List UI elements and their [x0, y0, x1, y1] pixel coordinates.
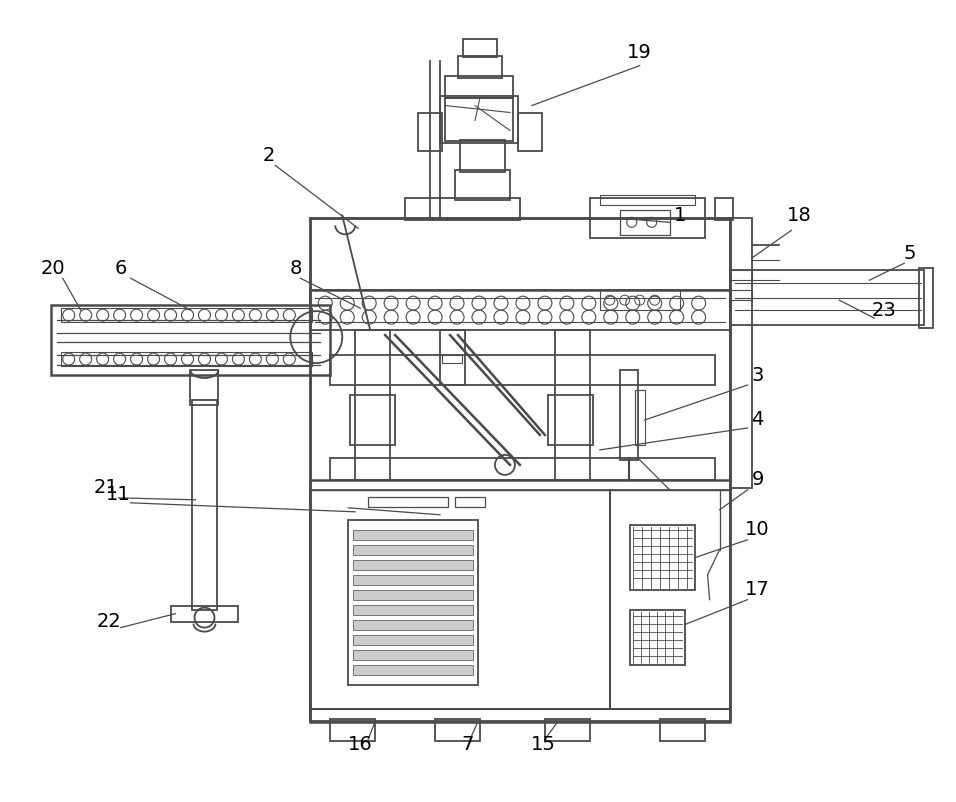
Text: 5: 5: [903, 244, 916, 263]
Bar: [61, 308, 313, 322]
Bar: [630, 610, 684, 665]
Bar: [348, 520, 478, 685]
Bar: [311, 290, 729, 330]
Bar: [729, 218, 751, 488]
Bar: [463, 38, 497, 57]
Bar: [920, 268, 933, 328]
Bar: [619, 370, 638, 460]
Text: 7: 7: [462, 735, 474, 754]
Text: 11: 11: [106, 485, 131, 504]
Bar: [353, 665, 473, 674]
Text: 1: 1: [673, 206, 685, 225]
Bar: [445, 75, 513, 98]
Bar: [599, 290, 680, 310]
Bar: [590, 198, 705, 238]
Text: 10: 10: [746, 520, 770, 539]
Bar: [518, 114, 542, 152]
Bar: [729, 270, 924, 325]
Bar: [405, 198, 520, 221]
Bar: [353, 560, 473, 569]
Bar: [350, 395, 395, 445]
Bar: [442, 355, 462, 363]
Text: 21: 21: [94, 478, 118, 497]
Bar: [353, 605, 473, 614]
Bar: [356, 330, 390, 480]
Bar: [353, 620, 473, 630]
Text: 3: 3: [751, 366, 764, 384]
Bar: [440, 95, 518, 144]
Bar: [545, 719, 590, 741]
Bar: [619, 210, 669, 235]
Bar: [330, 719, 375, 741]
Text: 18: 18: [787, 206, 812, 225]
Bar: [445, 98, 513, 141]
Bar: [440, 330, 465, 385]
Bar: [455, 170, 510, 200]
Bar: [192, 400, 217, 610]
Bar: [418, 114, 442, 152]
Bar: [554, 330, 590, 480]
Bar: [61, 352, 313, 366]
Bar: [353, 589, 473, 600]
Bar: [330, 458, 714, 480]
Bar: [460, 140, 505, 172]
Bar: [599, 196, 695, 205]
Text: 22: 22: [97, 612, 121, 631]
Bar: [353, 575, 473, 585]
Text: 9: 9: [751, 470, 764, 489]
Bar: [455, 496, 485, 507]
Text: 4: 4: [751, 411, 764, 429]
Text: 20: 20: [40, 259, 65, 277]
Bar: [610, 490, 729, 710]
Text: 23: 23: [872, 301, 897, 320]
Bar: [190, 370, 219, 405]
Bar: [435, 719, 480, 741]
Bar: [729, 270, 751, 280]
Bar: [635, 390, 644, 445]
Bar: [548, 395, 593, 445]
Text: 16: 16: [348, 735, 373, 754]
Bar: [51, 306, 330, 375]
Bar: [330, 355, 714, 385]
Bar: [660, 719, 705, 741]
Text: 19: 19: [627, 43, 652, 62]
Bar: [170, 606, 238, 622]
Text: 15: 15: [531, 735, 555, 754]
Bar: [311, 490, 610, 710]
Text: 8: 8: [289, 259, 301, 277]
Bar: [714, 198, 732, 221]
Bar: [368, 496, 448, 507]
Text: 2: 2: [262, 146, 274, 165]
Bar: [353, 650, 473, 659]
Bar: [353, 530, 473, 540]
Bar: [353, 634, 473, 645]
Bar: [458, 55, 502, 78]
Bar: [353, 545, 473, 555]
Text: 6: 6: [115, 259, 127, 277]
Text: 17: 17: [745, 580, 770, 599]
Bar: [311, 710, 729, 722]
Bar: [311, 218, 729, 723]
Bar: [729, 290, 751, 300]
Bar: [630, 525, 695, 589]
